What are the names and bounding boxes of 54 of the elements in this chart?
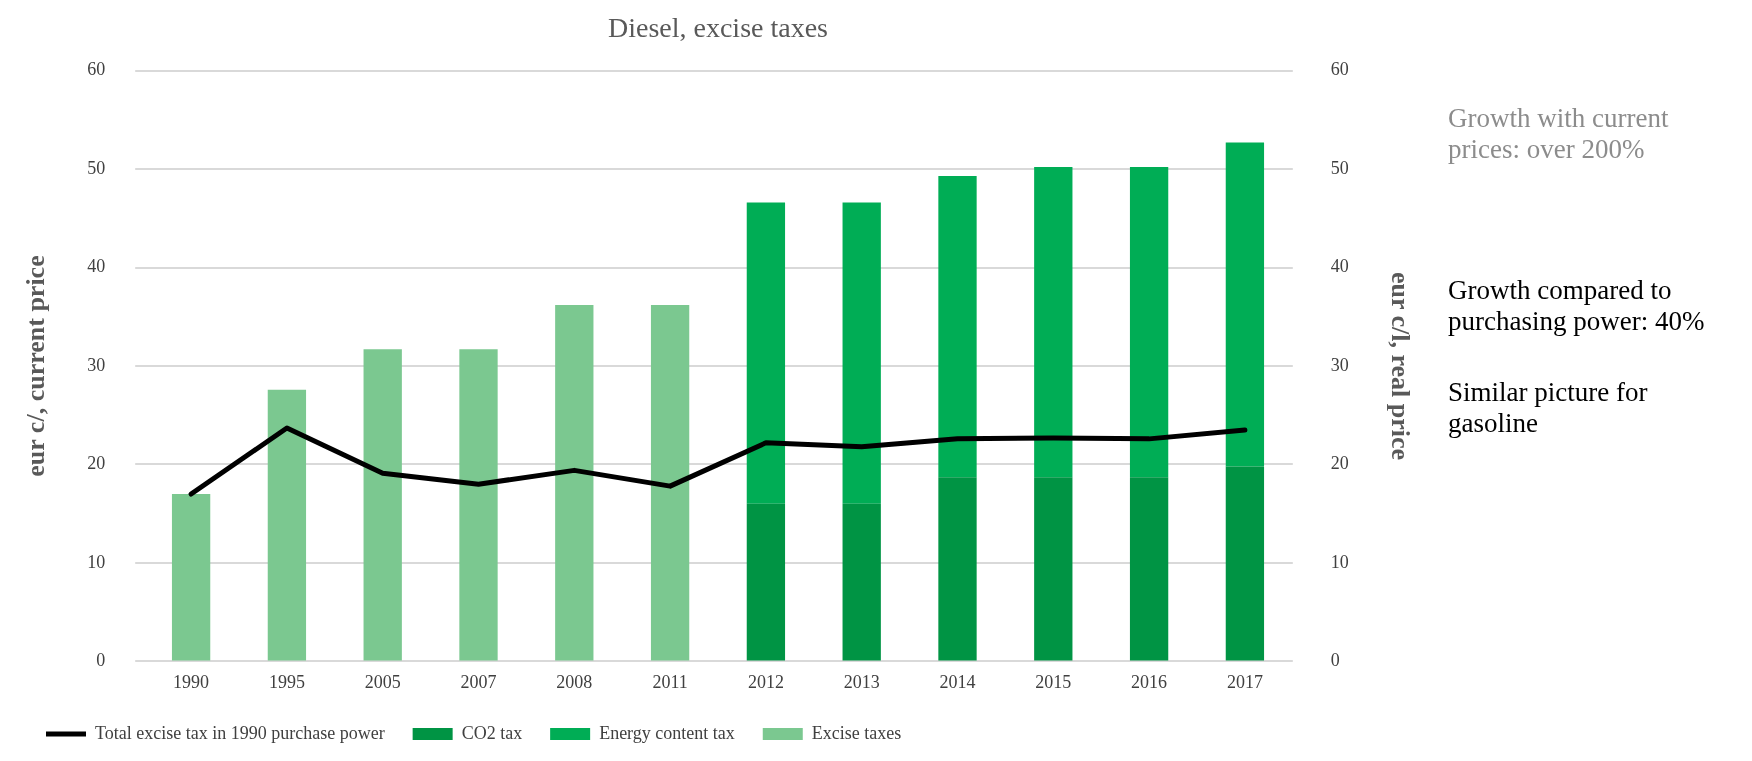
bar [1034,477,1073,661]
x-tick-label: 2007 [460,671,497,692]
y2-tick-label: 60 [1330,59,1349,80]
x-tick-label: 2016 [1131,671,1168,692]
bar [746,503,786,661]
x-tick-label: 2005 [364,671,401,692]
legend-label: CO2 tax [461,722,523,743]
bar [746,202,786,504]
bar [1129,167,1169,478]
x-tick-label: 1995 [268,671,305,692]
x-tick-label: 2014 [939,671,976,692]
bar [1129,477,1169,661]
y-tick-label: 40 [87,256,106,277]
x-tick-label: 2013 [843,671,880,692]
bar [171,494,211,661]
bar [267,389,307,661]
x-tick-label: 2011 [652,671,688,692]
y2-tick-label: 20 [1330,453,1349,474]
bar [842,202,881,504]
y-tick-label: 30 [87,354,106,375]
y2-tick-label: 0 [1330,650,1340,671]
x-tick-label: 2012 [747,671,784,692]
legend-label: Total excise tax in 1990 purchase power [95,722,385,743]
y-tick-label: 50 [87,157,106,178]
bar [650,304,690,661]
text: Similar picture for gasoline [1448,377,1649,440]
bar [1225,142,1265,467]
y2-tick-label: 30 [1330,354,1349,375]
bar [938,477,977,661]
bar [1034,167,1073,478]
bar [842,503,881,661]
x-tick-label: 2017 [1226,671,1263,692]
x-tick-label: 2015 [1035,671,1072,692]
bar [555,304,594,661]
bar [459,349,498,661]
x-tick-label: 1990 [173,671,210,692]
y2-tick-label: 40 [1330,256,1349,277]
y-tick-label: 0 [96,650,106,671]
bar [363,349,402,661]
legend-label: Excise taxes [811,722,902,743]
text: Growth compared to purchasing power: 40% [1448,275,1706,338]
y-tick-label: 20 [87,453,106,474]
y2-tick-label: 50 [1330,157,1349,178]
y-tick-label: 60 [87,59,106,80]
x-tick-label: 2008 [556,671,593,692]
chart-title: Diesel, excise taxes [607,12,829,44]
y2-axis-title: eur c/l, real price [1385,271,1415,461]
legend-label: Energy content tax [599,722,735,743]
y-axis-title: eur c/, current price [21,255,51,477]
bar [1225,466,1265,661]
y-tick-label: 10 [87,551,106,572]
y2-tick-label: 10 [1330,551,1349,572]
text: Growth with current prices: over 200% [1448,103,1670,166]
bar [938,175,977,478]
